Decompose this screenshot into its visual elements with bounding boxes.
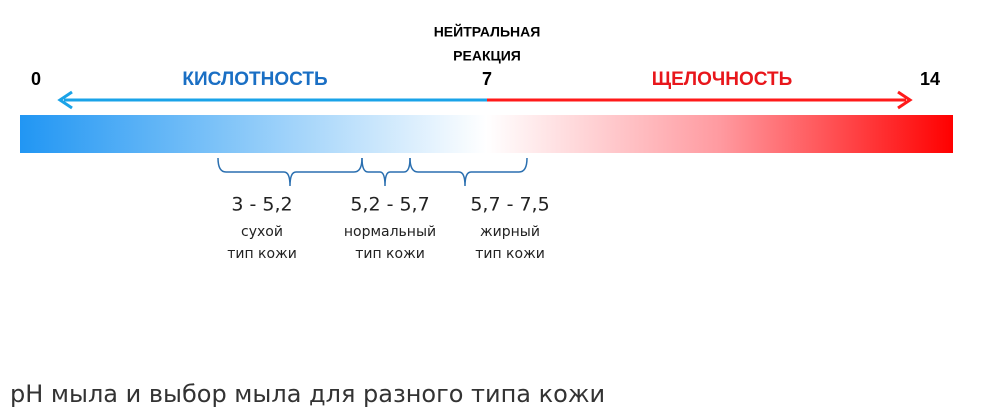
range-description: тип кожи — [227, 246, 297, 262]
range-description: сухой — [241, 224, 283, 240]
alkaline-label: ЩЕЛОЧНОСТЬ — [652, 69, 793, 90]
neutral-title: НЕЙТРАЛЬНАЯ — [434, 23, 541, 40]
neutral-title: РЕАКЦИЯ — [453, 48, 521, 64]
range-value: 5,7 - 7,5 — [470, 194, 549, 216]
acid-label: КИСЛОТНОСТЬ — [182, 69, 327, 90]
arrows — [57, 90, 913, 110]
range-value: 5,2 - 5,7 — [350, 194, 429, 216]
max-label: 14 — [920, 69, 940, 89]
range-description: тип кожи — [355, 246, 425, 262]
range-description: нормальный — [344, 224, 436, 240]
neutral-label: 7 — [482, 69, 492, 89]
range-description: жирный — [480, 224, 540, 240]
range-value: 3 - 5,2 — [231, 194, 292, 216]
braces — [217, 157, 528, 187]
range-description: тип кожи — [475, 246, 545, 262]
caption: pH мыла и выбор мыла для разного типа ко… — [10, 380, 605, 408]
min-label: 0 — [31, 69, 41, 89]
ph-bar — [20, 115, 953, 153]
